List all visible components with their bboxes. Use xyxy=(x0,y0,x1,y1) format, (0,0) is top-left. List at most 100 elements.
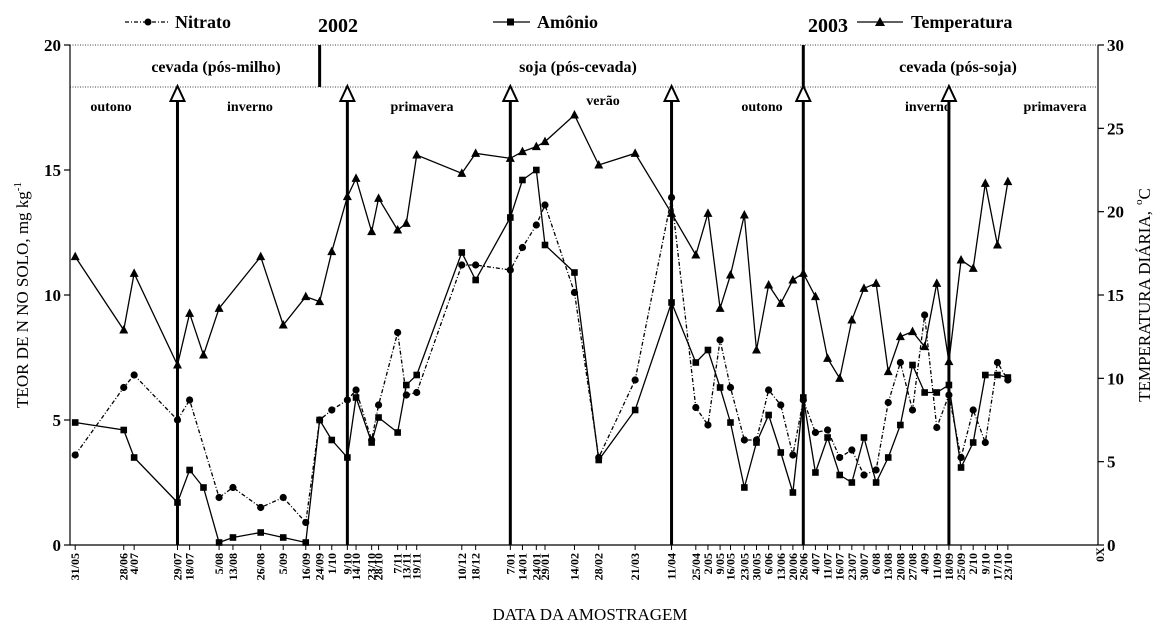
x-tick-label: 29/07 xyxy=(170,553,184,580)
legend-square-marker xyxy=(507,18,514,26)
x-tick-label: 16/05 xyxy=(723,553,737,580)
amonio-point xyxy=(716,384,724,391)
amonio-point xyxy=(174,499,181,506)
x-tick-label: 14/02 xyxy=(567,553,581,580)
season-boundary-arrowhead xyxy=(338,83,356,102)
nitrato-point xyxy=(532,221,540,229)
x-tick-label: 25/04 xyxy=(689,553,703,580)
amonio-point xyxy=(1004,374,1012,381)
temperatura-point xyxy=(823,353,833,362)
crop-label: soja (pós-cevada) xyxy=(519,59,637,76)
amonio-point xyxy=(215,539,223,546)
x-tick-label: 1/10 xyxy=(325,553,339,574)
nitrato-point xyxy=(692,403,700,412)
amonio-point xyxy=(631,406,639,414)
legend-circle-marker xyxy=(144,18,152,26)
legend-temperatura: Temperatura xyxy=(857,12,1012,32)
nitrato-point xyxy=(173,416,182,424)
amonio-point xyxy=(328,436,336,444)
x-tick-label: 7/11 xyxy=(391,553,405,574)
x-tick-label: 14/01 xyxy=(515,553,529,580)
season-boundaries xyxy=(168,45,958,545)
temperatura-point xyxy=(908,326,918,336)
x-tick-label: 5/08 xyxy=(212,553,226,574)
temperatura-point xyxy=(715,303,725,312)
temperatura-point xyxy=(540,136,550,146)
x-tick-label: 30/05 xyxy=(749,553,763,580)
right-axis-title-text: TEMPERATURA DIÁRIA, xyxy=(1135,211,1154,402)
amonio-point xyxy=(375,414,382,421)
left-tick-label: 5 xyxy=(53,411,62,430)
amonio-point xyxy=(279,534,287,541)
x-axis-title: DATA DA AMOSTRAGEM xyxy=(492,605,687,624)
right-axis-title-superscript: o xyxy=(1133,199,1145,205)
legend-label-nitrato: Nitrato xyxy=(175,12,231,32)
x-tick-label: 13/08 xyxy=(226,553,240,580)
nitrato-point xyxy=(811,428,820,437)
amonio-point xyxy=(860,434,868,441)
temperatura-point xyxy=(751,345,761,354)
legend-label-amonio: Amônio xyxy=(537,12,598,32)
plot-area xyxy=(69,44,1099,546)
right-axis-title: TEMPERATURA DIÁRIA, oC xyxy=(1133,188,1154,402)
temperatura-point xyxy=(185,308,195,317)
temperatura-point xyxy=(992,240,1002,249)
amonio-point xyxy=(994,371,1001,379)
x-tick-label: 19/11 xyxy=(410,553,424,580)
left-axis-title-superscript: -1 xyxy=(12,182,24,191)
legend-label-temperatura: Temperatura xyxy=(911,12,1012,32)
temperatura-point xyxy=(895,331,905,341)
amonio-point xyxy=(403,381,410,389)
x-tick-label: 4/07 xyxy=(808,553,822,574)
legend-amonio: Amônio xyxy=(493,12,598,32)
x-tick-label: 18/12 xyxy=(469,553,483,580)
nitrato-point xyxy=(860,471,868,479)
nitrato-point xyxy=(872,466,880,474)
x-tick-label: 31/05 xyxy=(68,553,82,580)
right-tick-label: 25 xyxy=(1107,119,1124,138)
amonio-point xyxy=(368,439,375,446)
amonio-point xyxy=(777,449,785,456)
amonio-point xyxy=(933,389,941,396)
x-tick-label: 13/06 xyxy=(774,553,788,580)
x-tick-label: 14/10 xyxy=(349,553,363,580)
nitrato-point xyxy=(472,261,480,269)
nitrato-point xyxy=(215,493,223,502)
x-tick-label: 4/07 xyxy=(127,553,141,574)
x-tick-label: 11/09 xyxy=(930,553,944,580)
amonio-point xyxy=(120,426,128,434)
x-tick-label: 28/06 xyxy=(117,553,131,580)
amonio-point xyxy=(519,176,526,184)
left-tick-label: 0 xyxy=(53,536,62,555)
nitrato-point xyxy=(352,386,360,394)
temperatura-point xyxy=(956,255,966,264)
x-tick-label: 7/01 xyxy=(503,553,517,574)
x-tick-label: 9/10 xyxy=(978,553,992,574)
nitrato-point xyxy=(374,401,383,409)
amonio-point xyxy=(982,371,989,379)
amonio-point xyxy=(257,529,264,536)
x-tick-label: 21/03 xyxy=(628,553,642,580)
amonio-point xyxy=(765,411,772,419)
nitrato-point xyxy=(836,453,844,462)
amonio-point xyxy=(302,539,310,546)
temperatura-point xyxy=(810,291,820,301)
nitrato-point xyxy=(229,483,237,492)
nitrato-point xyxy=(716,336,724,344)
nitrato-point xyxy=(765,386,773,394)
temperatura-point xyxy=(315,296,325,306)
temperatura-point xyxy=(594,160,604,169)
amonio-point xyxy=(533,166,540,174)
right-axis-title-unit: C xyxy=(1135,188,1154,199)
amonio-point xyxy=(704,346,712,354)
season-boundary-arrowhead xyxy=(662,83,681,102)
amonio-point xyxy=(848,479,856,486)
x-tick-label: 26/06 xyxy=(796,553,810,580)
temperatura-point xyxy=(859,283,869,292)
nitrato-point xyxy=(848,446,856,454)
nitrato-point xyxy=(186,396,194,404)
temperatura-point xyxy=(703,208,713,217)
nitrato-point xyxy=(328,406,336,414)
x-tick-label: 10/12 xyxy=(455,553,469,580)
